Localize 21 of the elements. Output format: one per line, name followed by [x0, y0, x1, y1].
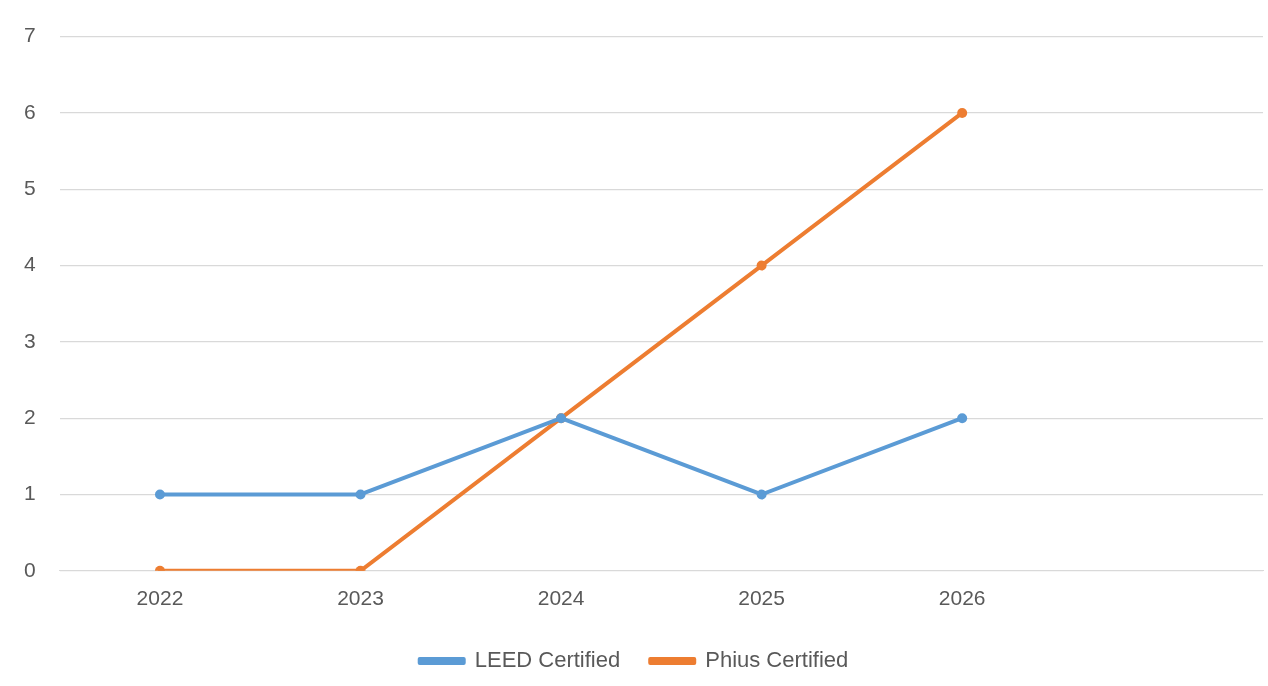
- y-tick-label: 2: [23, 404, 36, 428]
- point: [957, 107, 968, 118]
- point: [756, 489, 767, 500]
- y-tick-label: 7: [23, 23, 36, 47]
- y-tick-label: 4: [23, 252, 36, 276]
- y-tick-label: 1: [23, 481, 36, 505]
- y-tick-label: 6: [23, 99, 36, 123]
- point: [355, 489, 366, 500]
- x-tick-label: 2026: [938, 586, 986, 610]
- y-tick-label: 5: [23, 176, 36, 200]
- point: [154, 489, 165, 500]
- x-tick-label: 2023: [337, 586, 384, 610]
- x-tick-label: 2025: [738, 586, 785, 610]
- y-tick-label: 0: [23, 557, 36, 581]
- y-tick-label: 3: [23, 328, 36, 352]
- legend-label: Phius Certified: [705, 647, 849, 673]
- x-tick-label: 2024: [537, 586, 585, 610]
- point: [957, 413, 968, 424]
- point: [756, 260, 767, 271]
- x-tick-label: 2022: [136, 586, 184, 610]
- legend-label: LEED Certified: [474, 647, 621, 673]
